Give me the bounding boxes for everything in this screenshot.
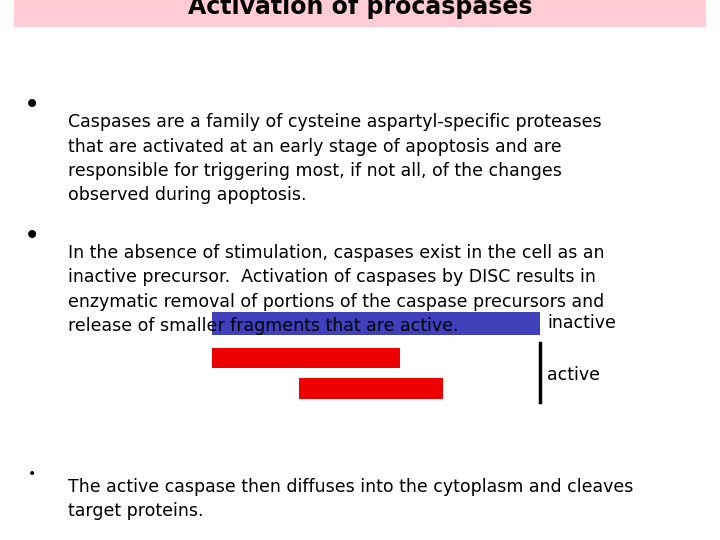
Text: •: • [24,222,40,250]
Text: •: • [28,467,37,481]
FancyBboxPatch shape [212,348,400,368]
Text: Caspases are a family of cysteine aspartyl-specific proteases
that are activated: Caspases are a family of cysteine aspart… [68,113,602,204]
FancyBboxPatch shape [299,378,443,399]
Text: active: active [547,366,600,384]
Text: •: • [24,91,40,119]
Text: In the absence of stimulation, caspases exist in the cell as an
inactive precurs: In the absence of stimulation, caspases … [68,244,605,335]
FancyBboxPatch shape [14,0,706,27]
Text: Activation of procaspases: Activation of procaspases [188,0,532,19]
Text: The active caspase then diffuses into the cytoplasm and cleaves
target proteins.: The active caspase then diffuses into th… [68,478,634,520]
Text: inactive: inactive [547,314,616,333]
FancyBboxPatch shape [212,312,540,335]
